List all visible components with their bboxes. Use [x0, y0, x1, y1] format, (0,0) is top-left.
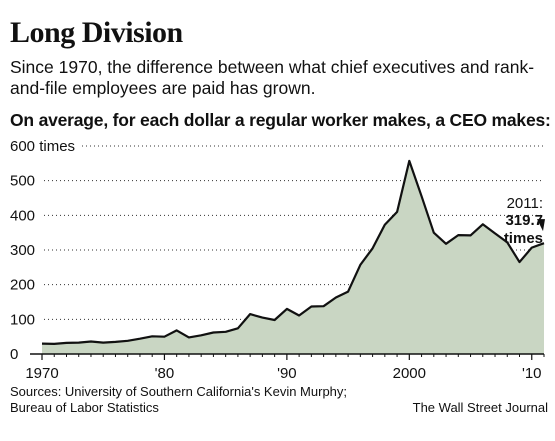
- y-tick-label: 500: [10, 173, 35, 190]
- source-line-2: Bureau of Labor Statistics: [10, 400, 159, 415]
- y-tick-label: 0: [10, 346, 18, 363]
- source-line-1: Sources: University of Southern Californ…: [10, 384, 348, 399]
- series-line: [41, 159, 545, 345]
- callout-2011: 2011: 319.7 times: [504, 195, 545, 247]
- callout-value: 319.7: [505, 212, 543, 229]
- y-tick-label: 400: [10, 207, 35, 224]
- x-tick-label: 1970: [25, 365, 58, 382]
- chart-subtitle: Since 1970, the difference between what …: [10, 57, 535, 98]
- chart-prompt: On average, for each dollar a regular wo…: [10, 110, 551, 130]
- publisher-credit: The Wall Street Journal: [412, 400, 548, 415]
- area-fill: [42, 160, 544, 354]
- callout-arrow-icon: [537, 219, 545, 232]
- chart-title: Long Division: [10, 16, 183, 49]
- y-axis-ticks: 0 100 200 300 400 500 600 times: [10, 138, 75, 363]
- y-tick-label: 300: [10, 242, 35, 259]
- y-tick-label: 100: [10, 311, 35, 328]
- x-axis-ticks: 1970 '80 '90 2000 '10: [25, 354, 545, 382]
- y-tick-label: 600 times: [10, 138, 75, 155]
- x-tick-label: 2000: [393, 365, 426, 382]
- x-tick-label: '10: [522, 365, 542, 382]
- source-note: Sources: University of Southern Californ…: [10, 384, 347, 416]
- x-tick-label: '90: [277, 365, 297, 382]
- callout-unit: times: [504, 230, 543, 247]
- x-tick-label: '80: [155, 365, 175, 382]
- callout-year-label: 2011:: [507, 195, 543, 212]
- y-tick-label: 200: [10, 277, 35, 294]
